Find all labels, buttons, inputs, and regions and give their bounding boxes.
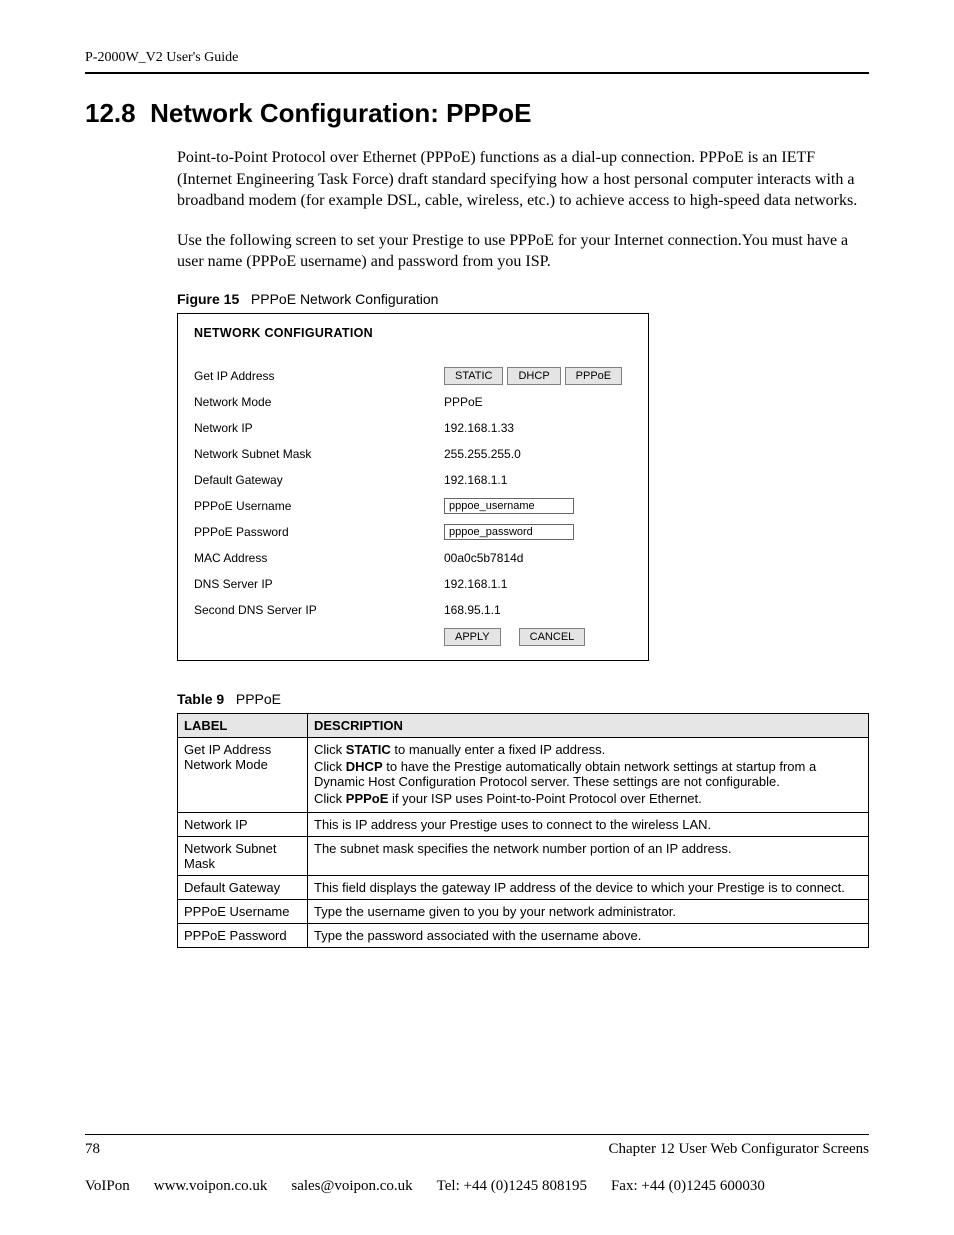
chapter-title: Chapter 12 User Web Configurator Screens	[608, 1141, 869, 1158]
table-title: PPPoE	[236, 691, 281, 707]
cell-desc: Click STATIC to manually enter a fixed I…	[314, 742, 862, 757]
footer-web: www.voipon.co.uk	[154, 1178, 268, 1195]
get-ip-address-label: Get IP Address	[194, 369, 444, 383]
network-config-screenshot: NETWORK CONFIGURATION Get IP Address STA…	[177, 313, 649, 661]
cell-desc: Click DHCP to have the Prestige automati…	[314, 759, 862, 789]
pppoe-button[interactable]: PPPoE	[565, 367, 622, 385]
page-number: 78	[85, 1141, 100, 1158]
table-label: Table 9	[177, 691, 224, 707]
cell-label: PPPoE Password	[178, 923, 308, 947]
network-ip-value: 192.168.1.33	[444, 421, 632, 435]
intro-paragraph-2: Use the following screen to set your Pre…	[177, 230, 869, 273]
table-caption: Table 9 PPPoE	[177, 691, 869, 707]
table-row: Network IP This is IP address your Prest…	[178, 812, 869, 836]
subnet-mask-label: Network Subnet Mask	[194, 447, 444, 461]
figure-caption: Figure 15 PPPoE Network Configuration	[177, 291, 869, 307]
dns-server-value: 192.168.1.1	[444, 577, 632, 591]
second-dns-label: Second DNS Server IP	[194, 603, 444, 617]
footer-email: sales@voipon.co.uk	[291, 1178, 412, 1195]
desc-bold: PPPoE	[346, 791, 389, 806]
apply-button[interactable]: APPLY	[444, 628, 501, 646]
dhcp-button[interactable]: DHCP	[507, 367, 560, 385]
section-heading: 12.8 Network Configuration: PPPoE	[85, 98, 869, 129]
pppoe-username-label: PPPoE Username	[194, 499, 444, 513]
cell-label: Network Subnet Mask	[178, 836, 308, 875]
table-header-row: LABEL DESCRIPTION	[178, 713, 869, 737]
footer-company: VoIPon	[85, 1178, 130, 1195]
pppoe-password-input[interactable]	[444, 524, 574, 540]
footer-tel: Tel: +44 (0)1245 808195	[437, 1178, 587, 1195]
static-button[interactable]: STATIC	[444, 367, 503, 385]
default-gateway-label: Default Gateway	[194, 473, 444, 487]
running-header: P-2000W_V2 User's Guide	[85, 50, 869, 66]
figure-title: PPPoE Network Configuration	[251, 291, 439, 307]
cell-label: Get IP Address	[184, 742, 301, 757]
cancel-button[interactable]: CANCEL	[519, 628, 586, 646]
header-description: DESCRIPTION	[308, 713, 869, 737]
second-dns-value: 168.95.1.1	[444, 603, 632, 617]
desc-text: if your ISP uses Point-to-Point Protocol…	[388, 791, 701, 806]
footer-fax: Fax: +44 (0)1245 600030	[611, 1178, 765, 1195]
cell-desc: Click PPPoE if your ISP uses Point-to-Po…	[314, 791, 862, 806]
desc-text: Click	[314, 742, 346, 757]
cell-desc: This is IP address your Prestige uses to…	[308, 812, 869, 836]
subnet-mask-value: 255.255.255.0	[444, 447, 632, 461]
cell-label: PPPoE Username	[178, 899, 308, 923]
cell-desc: Type the password associated with the us…	[308, 923, 869, 947]
desc-text: Click	[314, 759, 346, 774]
panel-title: NETWORK CONFIGURATION	[194, 326, 632, 340]
cell-desc: The subnet mask specifies the network nu…	[308, 836, 869, 875]
header-rule	[85, 72, 869, 74]
cell-label: Default Gateway	[178, 875, 308, 899]
pppoe-password-label: PPPoE Password	[194, 525, 444, 539]
figure-label: Figure 15	[177, 291, 239, 307]
section-number: 12.8	[85, 98, 136, 128]
description-table: LABEL DESCRIPTION Get IP Address Network…	[177, 713, 869, 948]
desc-text: to manually enter a fixed IP address.	[391, 742, 605, 757]
dns-server-label: DNS Server IP	[194, 577, 444, 591]
mac-address-value: 00a0c5b7814d	[444, 551, 632, 565]
table-row: Default Gateway This field displays the …	[178, 875, 869, 899]
footer-rule	[85, 1134, 869, 1135]
cell-label: Network IP	[178, 812, 308, 836]
network-ip-label: Network IP	[194, 421, 444, 435]
section-title-text: Network Configuration: PPPoE	[150, 98, 531, 128]
table-row: Get IP Address Network Mode Click STATIC…	[178, 737, 869, 812]
mac-address-label: MAC Address	[194, 551, 444, 565]
network-mode-label: Network Mode	[194, 395, 444, 409]
pppoe-username-input[interactable]	[444, 498, 574, 514]
desc-text: Click	[314, 791, 346, 806]
table-row: PPPoE Username Type the username given t…	[178, 899, 869, 923]
desc-bold: STATIC	[346, 742, 391, 757]
cell-label: Network Mode	[184, 757, 301, 772]
intro-paragraph-1: Point-to-Point Protocol over Ethernet (P…	[177, 147, 869, 212]
default-gateway-value: 192.168.1.1	[444, 473, 632, 487]
header-label: LABEL	[178, 713, 308, 737]
cell-desc: Type the username given to you by your n…	[308, 899, 869, 923]
table-row: PPPoE Password Type the password associa…	[178, 923, 869, 947]
desc-text: to have the Prestige automatically obtai…	[314, 759, 816, 789]
desc-bold: DHCP	[346, 759, 383, 774]
table-row: Network Subnet Mask The subnet mask spec…	[178, 836, 869, 875]
cell-desc: This field displays the gateway IP addre…	[308, 875, 869, 899]
network-mode-value: PPPoE	[444, 395, 632, 409]
